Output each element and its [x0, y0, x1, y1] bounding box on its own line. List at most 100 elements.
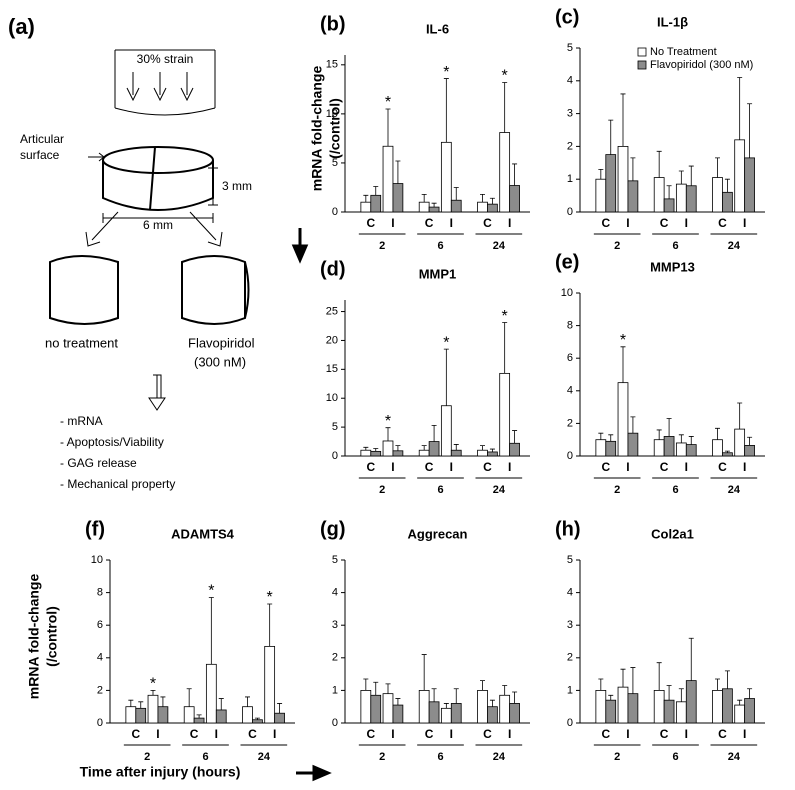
half-right: [181, 255, 250, 325]
y-tick-label: 4: [97, 652, 103, 664]
group-label: 2: [379, 751, 385, 763]
error-bar: [502, 322, 508, 374]
panel-label: (f): [85, 518, 105, 540]
x-tick-label: C: [425, 216, 434, 230]
bar: [428, 441, 440, 457]
cylinder-top: [102, 146, 214, 174]
significance-marker: *: [208, 583, 214, 600]
bar: [274, 712, 285, 724]
bar: [595, 178, 607, 213]
bar: [653, 690, 665, 724]
x-tick-label: I: [450, 216, 453, 230]
bar: [370, 194, 382, 213]
y-tick-label: 5: [332, 554, 338, 566]
x-tick-label: C: [660, 727, 669, 741]
output-item: - Apoptosis/Viability: [60, 435, 164, 449]
error-bar: [724, 178, 730, 193]
error-bar: [254, 717, 260, 720]
x-tick-label: C: [425, 727, 434, 741]
bar: [370, 694, 382, 724]
error-bar: [160, 696, 166, 707]
error-bar: [608, 119, 614, 155]
error-bar: [363, 678, 369, 691]
error-bar: [737, 402, 743, 430]
x-tick-label: C: [248, 727, 257, 741]
y-tick-label: 2: [332, 652, 338, 664]
y-tick-label: 2: [567, 652, 573, 664]
y-tick-label: 0: [332, 450, 338, 462]
significance-marker: *: [620, 332, 626, 349]
error-bar: [138, 701, 144, 709]
bar: [440, 707, 452, 724]
bar: [627, 693, 639, 724]
y-axis-label: mRNA fold-change: [309, 66, 325, 192]
error-bar: [385, 108, 391, 147]
bar: [722, 688, 733, 724]
group-label: 2: [614, 751, 620, 763]
error-bar: [666, 418, 672, 437]
legend-label: Flavopiridol (300 nM): [650, 59, 753, 71]
bar: [722, 191, 733, 213]
error-bar: [363, 194, 369, 203]
error-bar: [620, 668, 626, 688]
height-dim: [208, 167, 218, 206]
error-bar: [630, 416, 636, 434]
error-bar: [480, 193, 485, 203]
error-bar: [443, 78, 449, 143]
error-bar: [598, 678, 604, 691]
error-bar: [218, 698, 224, 710]
error-bar: [715, 678, 720, 691]
group-label: 2: [144, 751, 150, 763]
y-tick-label: 3: [332, 619, 338, 631]
significance-marker: *: [385, 94, 391, 111]
error-bar: [747, 436, 753, 446]
error-bar: [630, 667, 636, 694]
y-axis-label: (/control): [44, 606, 60, 667]
group-label: 2: [614, 240, 620, 252]
x-tick-label: C: [601, 460, 610, 474]
bar: [428, 701, 440, 724]
group-label: 24: [728, 751, 741, 763]
bar: [382, 440, 394, 457]
error-bar: [128, 699, 134, 707]
error-bar: [150, 690, 156, 696]
bar: [205, 663, 217, 724]
strain-label: 30% strain: [137, 52, 194, 66]
bar: [392, 183, 404, 213]
error-bar: [678, 688, 684, 702]
y-tick-label: 4: [332, 587, 338, 599]
compressor: [114, 49, 216, 108]
x-tick-label: C: [366, 727, 375, 741]
group-label: 24: [258, 751, 271, 763]
significance-marker: *: [385, 413, 391, 430]
bar: [627, 432, 639, 457]
bar: [685, 444, 697, 457]
group-label: 24: [493, 484, 506, 496]
bar: [487, 203, 498, 213]
error-bar: [688, 165, 694, 186]
bar: [744, 445, 755, 457]
error-bar: [363, 446, 369, 451]
error-bar: [502, 82, 508, 133]
error-bar: [373, 186, 379, 196]
error-bar: [431, 202, 437, 208]
error-bar: [245, 696, 250, 707]
error-bar: [747, 103, 753, 158]
bar: [734, 139, 746, 213]
x-tick-label: I: [391, 216, 394, 230]
output-item: - GAG release: [60, 456, 137, 470]
panel-label: (d): [320, 258, 346, 280]
bar: [595, 439, 607, 457]
error-bar: [512, 163, 518, 186]
x-tick-label: I: [743, 216, 746, 230]
panel-label: (b): [320, 13, 346, 35]
y-tick-label: 5: [332, 421, 338, 433]
error-bar: [656, 662, 662, 691]
error-bar: [620, 93, 626, 147]
error-bar: [724, 670, 730, 689]
x-tick-label: I: [685, 460, 688, 474]
error-bar: [196, 714, 202, 719]
group-label: 6: [202, 751, 208, 763]
x-tick-label: C: [660, 216, 669, 230]
x-tick-label: C: [190, 727, 199, 741]
